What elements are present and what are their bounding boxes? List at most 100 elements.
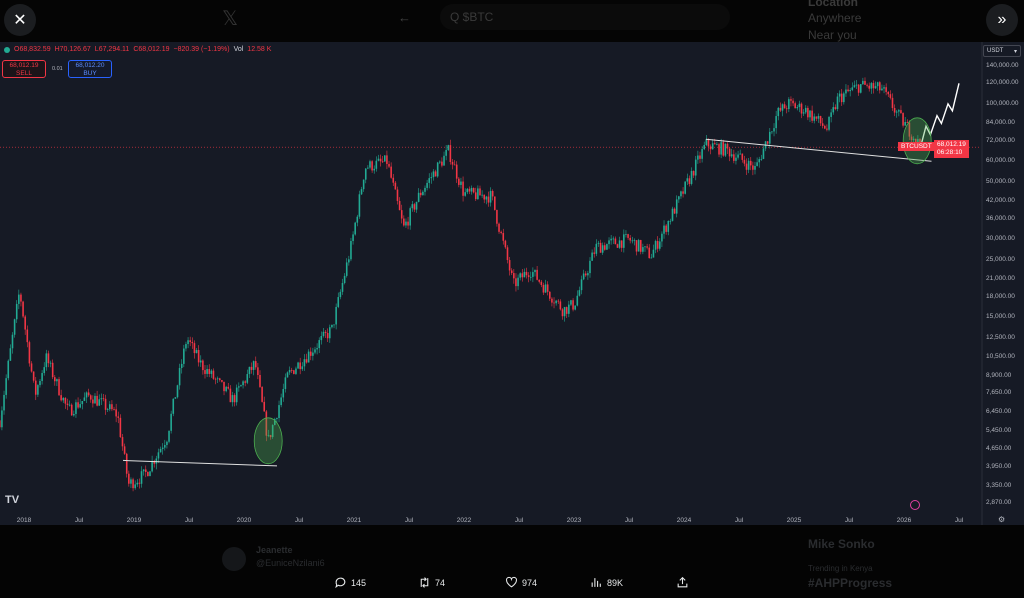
candle-body: [354, 222, 356, 235]
candle-body: [119, 417, 122, 438]
candle-body: [216, 378, 219, 380]
candle-body: [800, 103, 803, 114]
candle-body: [109, 404, 111, 410]
y-tick-label: 25,000.00: [986, 255, 1015, 263]
back-arrow-icon[interactable]: ←: [398, 10, 411, 25]
top-bar: 𝕏 ← Q $BTC Location Anywhere Near you: [0, 0, 1024, 42]
candle-body: [616, 244, 619, 248]
candle-body: [705, 139, 708, 145]
trending-tag[interactable]: #AHPProgress: [808, 576, 893, 590]
candle-body: [879, 82, 881, 91]
candle-body: [100, 398, 103, 400]
candle-body: [77, 402, 79, 408]
symbol-tag: BTCUSDT: [898, 142, 935, 151]
candle-body: [849, 89, 851, 92]
candle-body: [773, 128, 775, 132]
candle-body: [350, 240, 352, 260]
candle-body: [707, 139, 710, 147]
candle-body: [815, 116, 818, 119]
candle-body: [193, 343, 196, 354]
candle-body: [191, 341, 194, 344]
buy-button[interactable]: 68,012.20 BUY: [68, 60, 112, 78]
candle-body: [819, 116, 822, 124]
candle-body: [462, 181, 464, 196]
candle-body: [157, 452, 160, 459]
candle-body: [671, 208, 674, 221]
near-you-option[interactable]: Near you: [808, 28, 857, 42]
reply-button[interactable]: 145: [334, 576, 366, 589]
candle-body: [652, 249, 655, 258]
candle-body: [464, 192, 466, 196]
candle-body: [701, 149, 703, 159]
alert-icon[interactable]: [910, 500, 920, 510]
candle-body: [411, 204, 414, 209]
currency-select[interactable]: USDT ▾: [983, 45, 1021, 57]
candle-body: [407, 221, 409, 226]
y-tick-label: 84,000.00: [986, 119, 1015, 127]
candle-body: [771, 131, 773, 133]
candle-body: [730, 154, 733, 157]
spread-value: 0.01: [52, 66, 63, 72]
candle-body: [460, 181, 462, 185]
y-tick-label: 50,000.00: [986, 177, 1015, 185]
candle-body: [821, 123, 824, 126]
candle-body: [360, 189, 363, 195]
candle-body: [794, 103, 796, 109]
anywhere-option[interactable]: Anywhere: [808, 11, 862, 25]
candle-body: [189, 340, 191, 342]
candle-body: [690, 170, 693, 184]
candle-body: [733, 154, 735, 161]
reply-icon: [335, 577, 346, 589]
candle-body: [675, 199, 678, 214]
search-input[interactable]: Q $BTC: [440, 4, 730, 30]
candle-body: [34, 380, 37, 395]
candle-body: [485, 196, 488, 200]
y-tick-label: 60,000.00: [986, 157, 1015, 165]
user-handle: @EuniceNzilani6: [256, 558, 325, 568]
candle-body: [610, 238, 612, 241]
y-tick-label: 15,000.00: [986, 313, 1015, 321]
sell-button[interactable]: 68,012.19 SELL: [2, 60, 46, 78]
candle-body: [538, 279, 541, 282]
candle-body: [187, 340, 189, 345]
candle-body: [73, 413, 75, 416]
repost-button[interactable]: 74: [418, 576, 445, 589]
settings-icon[interactable]: ⚙: [998, 515, 1006, 524]
y-tick-label: 120,000.00: [986, 79, 1019, 87]
candle-body: [227, 386, 230, 389]
candle-body: [517, 277, 519, 287]
candle-body: [121, 437, 124, 447]
expand-sidebar-button[interactable]: »: [986, 4, 1018, 36]
candle-body: [43, 367, 46, 374]
candle-body: [637, 240, 640, 252]
candle-body: [125, 453, 128, 474]
candle-body: [487, 196, 490, 203]
x-tick-label: Jul: [295, 517, 304, 524]
candle-body: [329, 327, 331, 339]
countdown: 06:28:10: [937, 149, 963, 156]
candle-body: [415, 201, 418, 210]
close-button[interactable]: ✕: [4, 4, 36, 36]
share-button[interactable]: [676, 576, 689, 589]
candle-body: [885, 87, 887, 92]
candle-body: [348, 259, 350, 263]
candle-body: [893, 107, 896, 113]
y-tick-label: 3,950.00: [986, 463, 1012, 471]
candle-body: [261, 386, 263, 402]
candle-body: [908, 122, 911, 137]
candle-body: [669, 220, 672, 222]
candle-body: [661, 233, 663, 242]
candle-body: [11, 334, 14, 349]
y-tick-label: 8,900.00: [986, 371, 1012, 379]
candle-body: [494, 196, 496, 210]
candle-body: [26, 329, 29, 343]
trending-label: Trending in Kenya: [808, 564, 873, 573]
views-button[interactable]: 89K: [590, 576, 623, 589]
candle-body: [30, 363, 33, 372]
candle-body: [54, 377, 56, 382]
like-button[interactable]: 974: [505, 576, 537, 589]
candle-body: [752, 165, 754, 170]
candle-body: [623, 234, 625, 248]
candle-body: [417, 192, 420, 202]
